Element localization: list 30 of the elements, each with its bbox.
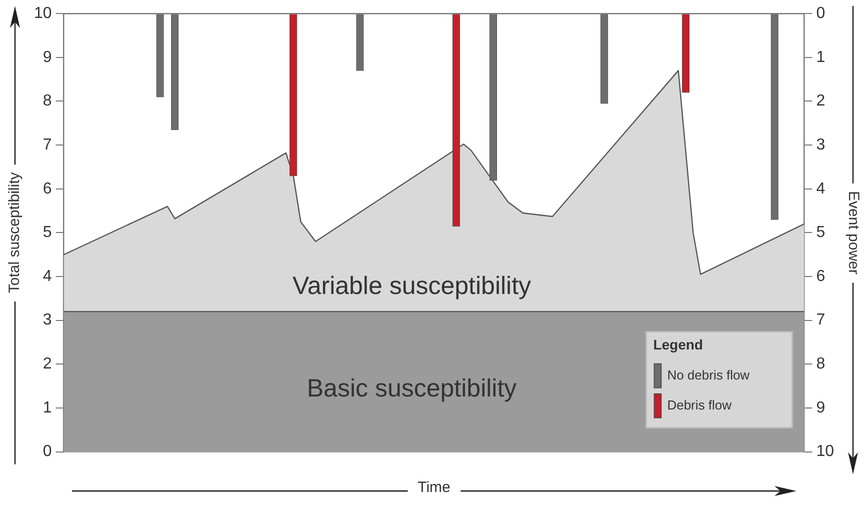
series-label: Basic susceptibility	[306, 374, 518, 403]
y2-axis-title: Event power	[844, 191, 862, 274]
series-label: Variable susceptibility	[292, 272, 532, 300]
y2-tick-label: 2	[816, 92, 826, 110]
y-tick-label: 1	[42, 399, 52, 416]
y2-tick-label: 1	[816, 48, 826, 66]
y2-tick-label: 9	[816, 399, 826, 416]
y2-tick-label: 4	[816, 180, 826, 198]
y2-tick-label: 5	[816, 224, 826, 242]
y-tick-label: 6	[42, 180, 52, 198]
x-axis-title: Time	[418, 479, 450, 496]
y-tick-label: 0	[42, 443, 52, 460]
y2-tick-label: 7	[816, 312, 826, 329]
legend-label: Debris flow	[667, 397, 732, 412]
y-tick-label: 9	[42, 48, 52, 66]
y-tick-label: 7	[42, 136, 52, 154]
y-tick-label: 4	[42, 268, 52, 285]
y2-tick-label: 8	[816, 356, 826, 373]
y-tick-label: 3	[42, 312, 52, 329]
y-tick-label: 8	[42, 92, 52, 110]
legend-title: Legend	[653, 336, 703, 353]
y-tick-label: 5	[42, 224, 52, 242]
legend-label: No debris flow	[667, 367, 750, 382]
y2-tick-label: 3	[816, 136, 826, 154]
y2-tick-label: 10	[816, 443, 834, 460]
y-axis-title: Total susceptibility	[6, 172, 24, 294]
y2-tick-label: 6	[816, 268, 826, 285]
y2-tick-label: 0	[816, 5, 826, 22]
y-tick-label: 10	[34, 5, 52, 22]
y-tick-label: 2	[42, 356, 52, 373]
